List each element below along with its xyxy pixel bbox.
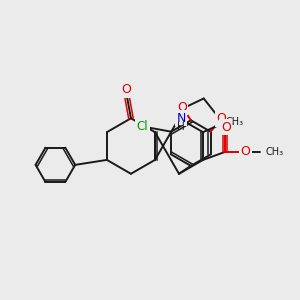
Text: CH₃: CH₃ [226,117,244,127]
Text: N: N [176,112,186,125]
Text: O: O [221,121,231,134]
Text: CH₃: CH₃ [266,147,284,157]
Text: O: O [241,146,250,158]
Text: H: H [177,122,185,132]
Text: O: O [217,112,226,125]
Text: O: O [177,101,187,114]
Text: O: O [121,83,131,96]
Text: Cl: Cl [136,120,148,133]
